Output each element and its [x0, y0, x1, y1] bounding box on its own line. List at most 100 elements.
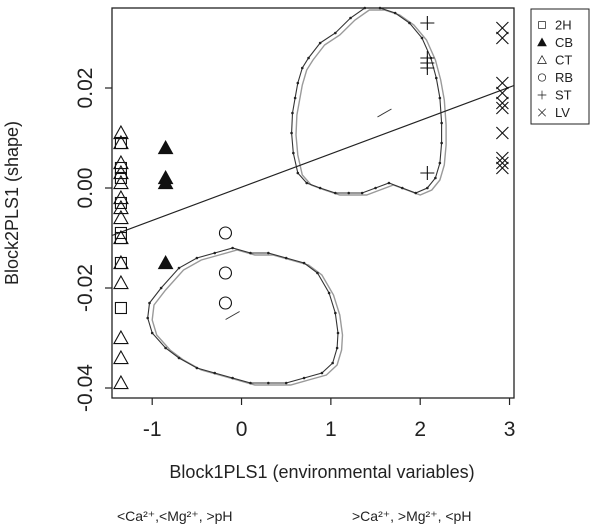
point-CT: [112, 124, 129, 140]
landmark-point: [148, 301, 151, 305]
series-CB: [157, 139, 174, 270]
y-tick-label: 0.00: [74, 168, 97, 209]
legend-label-ST: ST: [555, 88, 572, 103]
landmark-point: [305, 181, 309, 185]
landmark-point: [195, 366, 199, 370]
legend-marker-2H: [538, 21, 546, 29]
landmark-point: [420, 36, 424, 40]
regression-line: [111, 84, 515, 237]
point-CT: [112, 349, 129, 365]
legend-marker-CB: [537, 37, 547, 47]
high-score-shape-centre-segment: [377, 108, 392, 118]
landmark-point: [290, 131, 293, 135]
point-CT: [112, 274, 129, 290]
landmark-point: [426, 186, 429, 190]
landmark-point: [387, 181, 391, 185]
high-score-shape-outline: [290, 6, 447, 196]
point-ST: [420, 16, 435, 30]
landmark-point: [249, 251, 252, 255]
landmark-point: [318, 41, 322, 45]
landmark-point: [231, 246, 234, 250]
landmark-point: [440, 121, 443, 125]
point-CB: [157, 139, 174, 155]
point-CT: [112, 254, 129, 270]
point-CT: [112, 209, 129, 225]
landmark-point: [302, 261, 306, 265]
y-tick-label: -0.02: [74, 264, 97, 312]
point-LV: [495, 161, 509, 175]
landmark-point: [177, 356, 181, 360]
landmark-point: [159, 286, 163, 290]
landmark-point: [440, 141, 443, 145]
series-RB: [218, 226, 233, 310]
landmark-point: [334, 31, 337, 35]
legend-label-LV: LV: [555, 105, 570, 120]
low-score-shape-centre-segment: [225, 311, 240, 320]
legend: 2H CB CT RB ST LV: [537, 18, 573, 120]
point-LV: [495, 126, 509, 140]
landmark-point: [146, 316, 150, 320]
landmark-point: [336, 331, 340, 335]
point-2H: [114, 301, 127, 315]
landmark-point: [327, 291, 331, 295]
landmark-point: [213, 251, 217, 255]
landmark-point: [249, 381, 252, 385]
data-points: [112, 16, 509, 390]
low-score-shape-mean-outline: [151, 249, 344, 386]
legend-label-CT: CT: [555, 53, 572, 68]
legend-item-RB: RB: [537, 70, 573, 85]
landmark-point: [231, 376, 234, 380]
point-LV: [495, 86, 509, 100]
point-CT: [112, 134, 129, 150]
x-axis: -1 0 1 2 3: [143, 398, 516, 441]
legend-label-RB: RB: [555, 70, 573, 85]
low-score-shape-outline: [146, 246, 344, 386]
landmark-point: [267, 251, 270, 255]
landmark-point: [318, 186, 322, 190]
point-ST: [420, 61, 435, 75]
landmark-point: [195, 256, 199, 260]
landmark-point: [408, 21, 411, 25]
landmark-point: [267, 381, 270, 385]
shape-outlines: [146, 6, 447, 386]
landmark-point: [349, 16, 352, 20]
x-axis-title: Block1PLS1 (environmental variables): [169, 462, 474, 482]
legend-marker-ST: [537, 90, 547, 100]
x-tick-label: 0: [236, 418, 248, 441]
point-LV: [495, 76, 509, 90]
landmark-point: [434, 76, 438, 80]
landmark-point: [347, 191, 351, 195]
point-CT: [112, 189, 129, 205]
landmark-point: [292, 151, 295, 155]
legend-marker-CT: [537, 54, 547, 64]
landmark-point: [335, 346, 339, 350]
legend-item-CB: CB: [537, 35, 573, 50]
x-tick-label: 1: [325, 418, 337, 441]
point-2H: [114, 171, 127, 185]
series-CT: [112, 124, 129, 390]
landmark-point: [291, 111, 294, 115]
point-CT: [112, 164, 129, 180]
high-score-shape-predicted-outline: [291, 7, 443, 194]
landmark-point: [438, 96, 442, 100]
annotation-low-scores: <Ca²⁺,<Mg²⁺, >pH: [117, 508, 233, 524]
low-score-shape-predicted-outline: [147, 247, 339, 384]
x-tick-label: 2: [414, 418, 426, 441]
landmark-point: [438, 161, 442, 165]
x-tick-label: 3: [504, 418, 516, 441]
landmark-point: [331, 361, 334, 365]
landmark-point: [296, 171, 300, 175]
point-LV: [495, 21, 509, 35]
landmark-point: [293, 96, 297, 100]
point-RB: [218, 296, 233, 310]
point-CT: [112, 374, 129, 390]
legend-item-ST: ST: [537, 88, 572, 103]
point-CT: [112, 154, 129, 170]
point-LV: [495, 96, 509, 110]
landmark-point: [302, 376, 306, 380]
landmark-point: [300, 66, 304, 70]
landmark-point: [284, 256, 288, 260]
landmark-point: [414, 191, 418, 195]
legend-marker-RB: [537, 73, 547, 82]
landmark-point: [150, 331, 154, 335]
